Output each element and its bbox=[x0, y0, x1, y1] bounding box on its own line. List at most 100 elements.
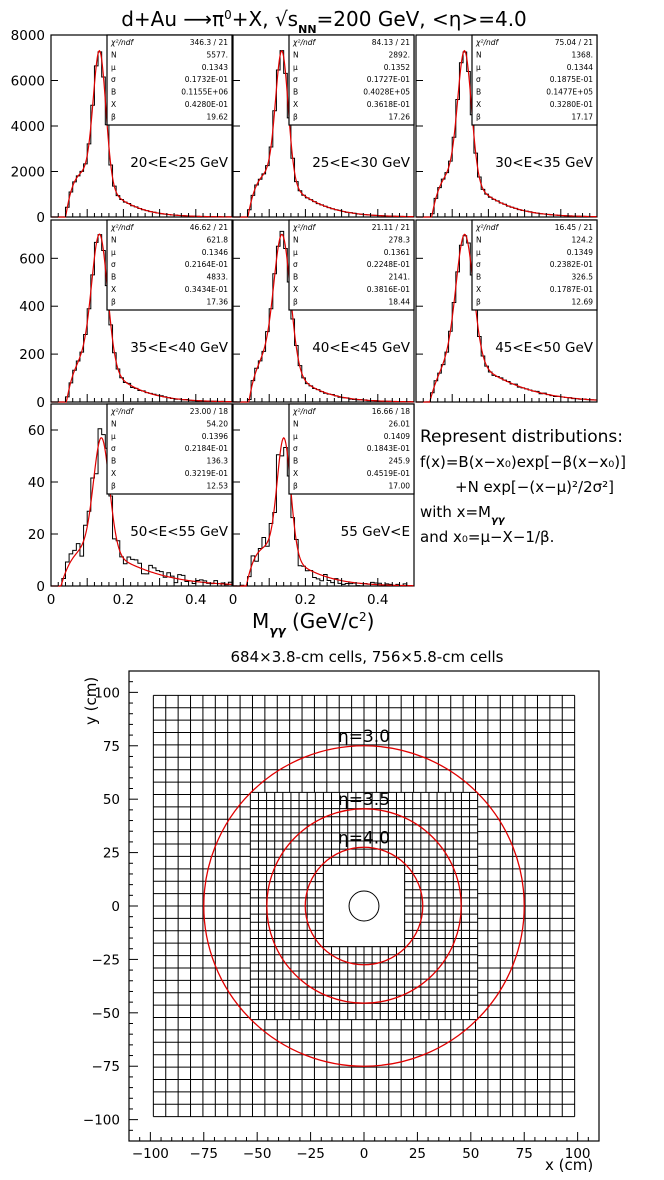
stats-key: σ bbox=[293, 75, 298, 84]
stats-key: N bbox=[476, 50, 482, 59]
energy-range-label: 40<E<45 GeV bbox=[312, 340, 411, 356]
stats-value: 0.1155E+06 bbox=[181, 88, 228, 97]
stats-key: X bbox=[111, 285, 116, 294]
stats-key: B bbox=[111, 273, 116, 282]
stats-key: μ bbox=[476, 248, 481, 257]
stats-key: β bbox=[293, 481, 298, 490]
detector-map-title: 684×3.8-cm cells, 756×5.8-cm cells bbox=[231, 648, 504, 666]
stats-value: 23.00 / 18 bbox=[190, 407, 229, 416]
stats-value: 621.8 bbox=[207, 235, 229, 244]
stats-value: 17.17 bbox=[572, 112, 594, 121]
histogram-panel: χ²/ndf 84.13 / 21 N 2892. μ 0.1352 σ 0.1727E-01… bbox=[232, 34, 415, 218]
stats-box bbox=[106, 403, 233, 495]
stats-key: μ bbox=[111, 63, 116, 72]
stats-value: 19.62 bbox=[207, 112, 229, 121]
stats-key: χ²/ndf bbox=[110, 407, 134, 416]
stats-value: 4833. bbox=[207, 273, 228, 282]
x-tick-label: 0 bbox=[47, 592, 56, 608]
stats-box bbox=[106, 219, 233, 311]
eta-circle bbox=[203, 745, 525, 1067]
stats-key: X bbox=[293, 469, 298, 478]
stats-value: 124.2 bbox=[572, 235, 594, 244]
eta-circle-label: η=3.0 bbox=[338, 727, 390, 747]
stats-value: 0.3816E-01 bbox=[367, 285, 410, 294]
stats-key: N bbox=[293, 419, 299, 428]
energy-range-label: 45<E<50 GeV bbox=[495, 340, 594, 356]
fit-curve bbox=[51, 437, 233, 587]
stats-value: 0.1732E-01 bbox=[185, 75, 228, 84]
stats-key: X bbox=[111, 469, 116, 478]
stats-value: 0.2382E-01 bbox=[550, 260, 593, 269]
stats-value: 0.1409 bbox=[384, 432, 410, 441]
stats-value: 0.4280E-01 bbox=[185, 100, 228, 109]
stats-value: 16.45 / 21 bbox=[555, 223, 594, 232]
y-tick-label: 400 bbox=[19, 299, 45, 315]
stats-value: 12.69 bbox=[572, 297, 594, 306]
stats-key: N bbox=[111, 419, 117, 428]
x-tick-label: −50 bbox=[243, 1146, 272, 1162]
x-tick-label: 0.2 bbox=[295, 592, 316, 608]
stats-value: 0.1875E-01 bbox=[550, 75, 593, 84]
y-tick-label: 0 bbox=[111, 899, 120, 915]
stats-value: 0.1346 bbox=[202, 248, 228, 257]
stats-value: 0.2248E-01 bbox=[367, 260, 410, 269]
legend-formula-line4: and x₀=μ−X−1/β. bbox=[420, 528, 554, 546]
energy-range-label: 55 GeV<E bbox=[341, 524, 410, 540]
stats-key: μ bbox=[293, 432, 298, 441]
stats-key: σ bbox=[293, 260, 298, 269]
x-tick-label: −25 bbox=[296, 1146, 325, 1162]
stats-value: 346.3 / 21 bbox=[190, 38, 229, 47]
stats-key: χ²/ndf bbox=[292, 38, 316, 47]
stats-value: 0.1361 bbox=[384, 248, 410, 257]
fit-curve bbox=[416, 233, 598, 403]
stats-value: 0.1343 bbox=[202, 63, 228, 72]
stats-box bbox=[471, 219, 598, 311]
stats-value: 12.53 bbox=[207, 481, 229, 490]
stats-key: χ²/ndf bbox=[292, 223, 316, 232]
x-tick-label: 0 bbox=[229, 592, 238, 608]
legend-formula-line2: +N exp[−(x−μ)²/2σ²] bbox=[455, 478, 614, 496]
stats-key: B bbox=[293, 457, 298, 466]
stats-value: 0.1344 bbox=[567, 63, 593, 72]
stats-value: 84.13 / 21 bbox=[372, 38, 411, 47]
y-tick-label: 0 bbox=[36, 210, 45, 226]
histogram-panel: χ²/ndf 16.45 / 21 N 124.2 μ 0.1349 σ 0.2382E-01… bbox=[415, 219, 598, 403]
stats-value: 2141. bbox=[389, 273, 410, 282]
stats-value: 0.1396 bbox=[202, 432, 228, 441]
histogram-panel: χ²/ndf 23.00 / 18 N 54.20 μ 0.1396 σ 0.2184E-01… bbox=[28, 403, 233, 608]
x-tick-label: 75 bbox=[516, 1146, 533, 1162]
y-tick-label: 6000 bbox=[11, 74, 45, 90]
stats-key: σ bbox=[293, 444, 298, 453]
stats-key: B bbox=[111, 88, 116, 97]
y-tick-label: 200 bbox=[19, 347, 45, 363]
stats-key: β bbox=[293, 297, 298, 306]
stats-key: N bbox=[476, 235, 482, 244]
y-tick-label: 2000 bbox=[11, 165, 45, 181]
detector-map: η=3.0 η=3.5 η=4.0 −100 −100 −75 −75 −50 −50 −25 −2… bbox=[83, 670, 600, 1162]
stats-key: μ bbox=[476, 63, 481, 72]
histogram-steps bbox=[51, 428, 232, 587]
y-tick-label: 25 bbox=[103, 846, 120, 862]
stats-value: 0.4519E-01 bbox=[367, 469, 410, 478]
outer-cell-array bbox=[152, 694, 576, 1118]
y-tick-label: 75 bbox=[103, 739, 120, 755]
stats-value: 0.1727E-01 bbox=[367, 75, 410, 84]
x-tick-label: 25 bbox=[409, 1146, 426, 1162]
stats-key: B bbox=[476, 88, 481, 97]
stats-key: X bbox=[476, 285, 481, 294]
stats-key: β bbox=[476, 297, 481, 306]
stats-key: μ bbox=[293, 248, 298, 257]
stats-box bbox=[288, 403, 415, 495]
fit-curve bbox=[51, 49, 232, 218]
stats-key: B bbox=[476, 273, 481, 282]
stats-value: 0.2164E-01 bbox=[185, 260, 228, 269]
y-tick-label: 20 bbox=[28, 527, 45, 543]
y-tick-label: 0 bbox=[36, 579, 45, 595]
x-tick-label: 0.4 bbox=[185, 592, 206, 608]
stats-value: 326.5 bbox=[572, 273, 594, 282]
energy-range-label: 50<E<55 GeV bbox=[130, 524, 229, 540]
stats-key: X bbox=[293, 100, 298, 109]
stats-key: μ bbox=[111, 248, 116, 257]
stats-value: 54.20 bbox=[207, 419, 229, 428]
stats-value: 0.3280E-01 bbox=[550, 100, 593, 109]
